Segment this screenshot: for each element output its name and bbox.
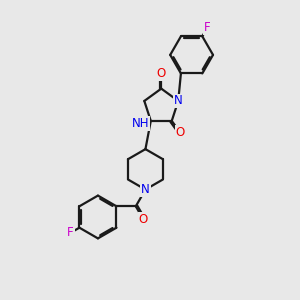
Text: NH: NH (132, 117, 149, 130)
Text: O: O (157, 67, 166, 80)
Text: O: O (176, 126, 185, 140)
Text: F: F (67, 226, 74, 239)
Text: N: N (141, 183, 150, 196)
Text: O: O (139, 213, 148, 226)
Text: N: N (174, 94, 183, 107)
Text: F: F (204, 21, 211, 34)
